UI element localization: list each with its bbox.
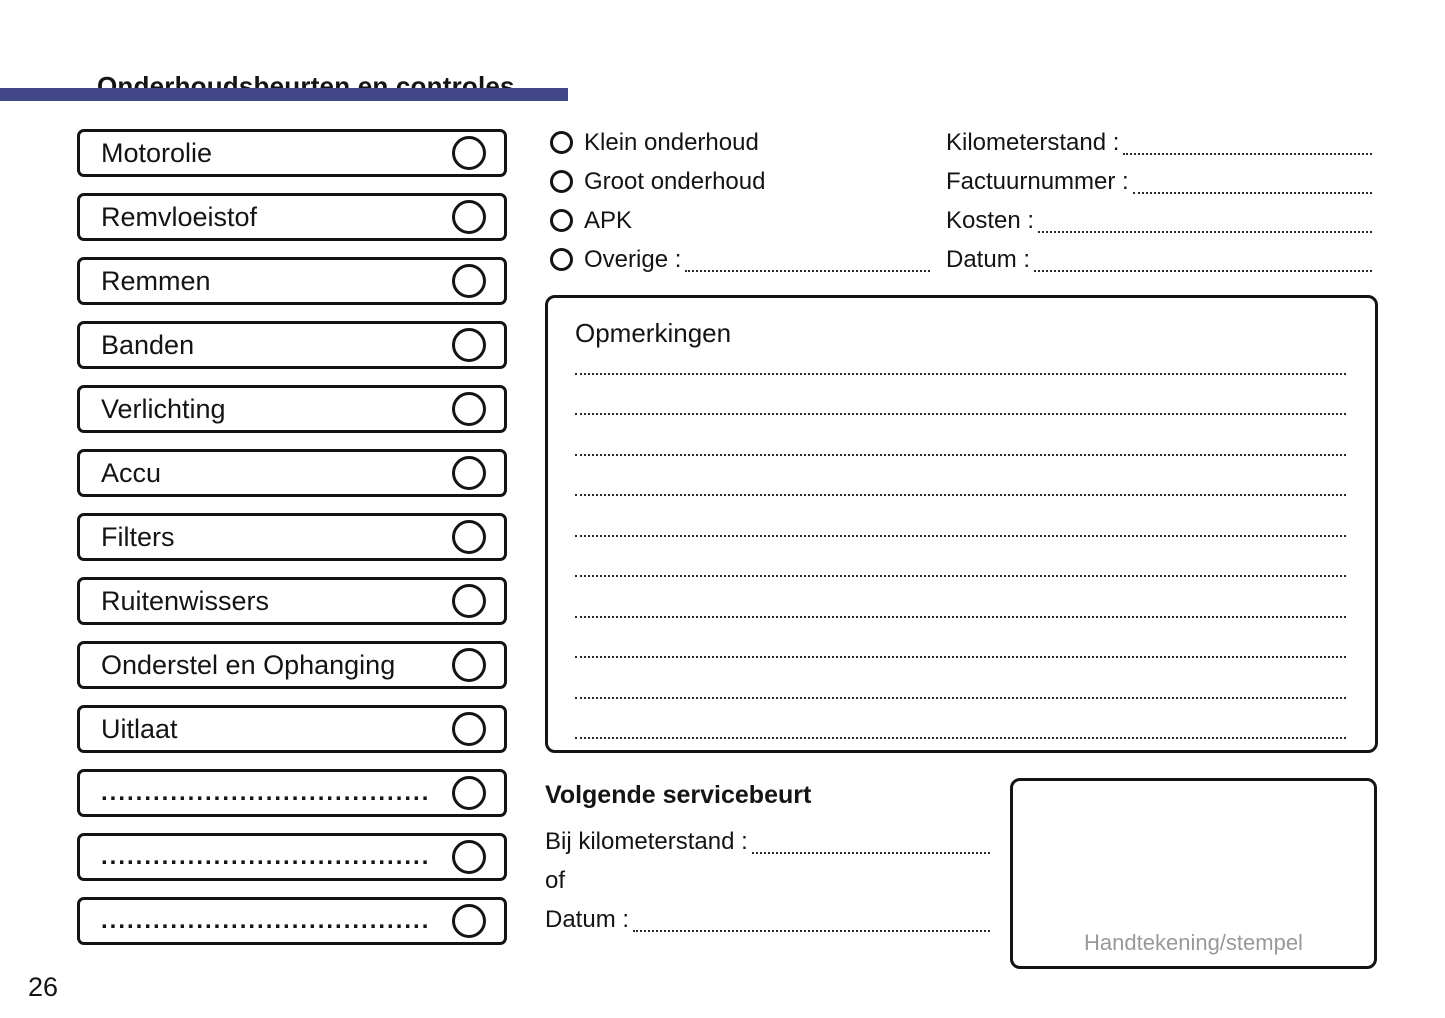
kilometerstand-input-line[interactable] [1123,153,1372,155]
checklist-item: Remmen [77,257,507,305]
factuurnummer-field: Factuurnummer : [946,162,1372,201]
factuurnummer-label: Factuurnummer : [946,167,1129,195]
kosten-input-line[interactable] [1038,231,1372,233]
checklist-item: ...................................... [77,897,507,945]
title-accent-bar [0,88,568,101]
checklist-item-label: Remvloeistof [101,201,258,232]
checklist-item-label: Banden [101,329,195,360]
next-service-datum-label: Datum : [545,905,630,933]
next-service-fields: Bij kilometerstand : of Datum : [545,822,990,939]
check-circle[interactable] [452,520,486,554]
radio-circle[interactable] [550,248,573,271]
check-circle[interactable] [452,584,486,618]
next-service-section: Volgende servicebeurt Bij kilometerstand… [545,780,990,939]
radio-circle[interactable] [550,131,573,154]
service-type-label: Overige : [584,245,682,273]
checklist-item-label: Remmen [101,265,211,296]
checklist-item: Banden [77,321,507,369]
next-service-datum-input-line[interactable] [633,930,990,932]
remarks-line[interactable] [575,618,1346,658]
service-type-label: APK [584,206,633,234]
checklist-item: Uitlaat [77,705,507,753]
remarks-line[interactable] [575,699,1346,739]
service-type-option: Groot onderhoud [550,162,930,201]
checklist-item-label: Verlichting [101,393,226,424]
checklist-item: Ruitenwissers [77,577,507,625]
next-service-bij-kilometerstand-input-line[interactable] [751,852,990,854]
checklist-item: Verlichting [77,385,507,433]
service-type-label: Groot onderhoud [584,167,766,195]
checklist-item-blank-label: ...................................... [101,843,431,870]
remarks-line[interactable] [575,537,1346,577]
remarks-line[interactable] [575,496,1346,537]
check-circle[interactable] [452,456,486,490]
signature-box: Handtekening/stempel [1010,778,1377,969]
service-type-option: APK [550,201,930,240]
remarks-line[interactable] [575,658,1346,699]
service-type-label: Klein onderhoud [584,128,759,156]
check-circle[interactable] [452,200,486,234]
datum-input-line[interactable] [1034,270,1372,272]
signature-label: Handtekening/stempel [1084,930,1303,955]
check-circle[interactable] [452,904,486,938]
radio-circle[interactable] [550,170,573,193]
checklist-item: Filters [77,513,507,561]
next-service-of-row: of [545,861,990,900]
check-circle[interactable] [452,712,486,746]
service-type-option: Overige : [550,240,930,279]
page-number: 26 [28,972,59,1002]
check-circle[interactable] [452,392,486,426]
check-circle[interactable] [452,264,486,298]
remarks-line[interactable] [575,577,1346,618]
check-circle[interactable] [452,328,486,362]
checklist-item-label: Onderstel en Ophanging [101,649,396,680]
checklist-item: Remvloeistof [77,193,507,241]
checklist-item: ...................................... [77,769,507,817]
checklist-item-blank-label: ...................................... [101,779,431,806]
checklist-item-label: Motorolie [101,137,213,168]
next-service-bij-kilometerstand-row: Bij kilometerstand : [545,822,990,861]
checklist-item-label: Ruitenwissers [101,585,270,616]
remarks-line[interactable] [575,415,1346,456]
checklist-item: Accu [77,449,507,497]
next-service-title: Volgende servicebeurt [545,781,812,809]
remarks-line[interactable] [575,456,1346,496]
radio-circle[interactable] [550,209,573,232]
checklist-item-blank-label: ...................................... [101,907,431,934]
service-type-other-input-line[interactable] [685,270,930,272]
next-service-bij-kilometerstand-label: Bij kilometerstand : [545,827,748,855]
next-service-of-label: of [545,866,566,894]
kosten-label: Kosten : [946,206,1035,234]
check-circle[interactable] [452,136,486,170]
remarks-line[interactable] [575,334,1346,375]
checklist: Motorolie Remvloeistof Remmen Banden Verlich… [77,129,507,945]
checklist-item-label: Accu [101,457,162,488]
next-service-datum-row: Datum : [545,900,990,939]
datum-label: Datum : [946,245,1031,273]
datum-field: Datum : [946,240,1372,279]
kilometerstand-label: Kilometerstand : [946,128,1120,156]
check-circle[interactable] [452,776,486,810]
kosten-field: Kosten : [946,201,1372,240]
checklist-item: Motorolie [77,129,507,177]
check-circle[interactable] [452,840,486,874]
checklist-item-label: Uitlaat [101,713,178,744]
remarks-title: Opmerkingen [575,318,732,348]
factuurnummer-input-line[interactable] [1132,192,1372,194]
remarks-line[interactable] [575,375,1346,415]
service-type-options: Klein onderhoud Groot onderhoud APK Overige… [550,123,930,279]
kilometerstand-field: Kilometerstand : [946,123,1372,162]
checklist-item: Onderstel en Ophanging [77,641,507,689]
checklist-item: ...................................... [77,833,507,881]
check-circle[interactable] [452,648,486,682]
invoice-fields: Kilometerstand : Factuurnummer : Kosten : D… [946,123,1372,279]
remarks-lines [575,334,1346,739]
checklist-item-label: Filters [101,521,175,552]
remarks-box: Opmerkingen [545,295,1378,753]
service-type-option: Klein onderhoud [550,123,930,162]
